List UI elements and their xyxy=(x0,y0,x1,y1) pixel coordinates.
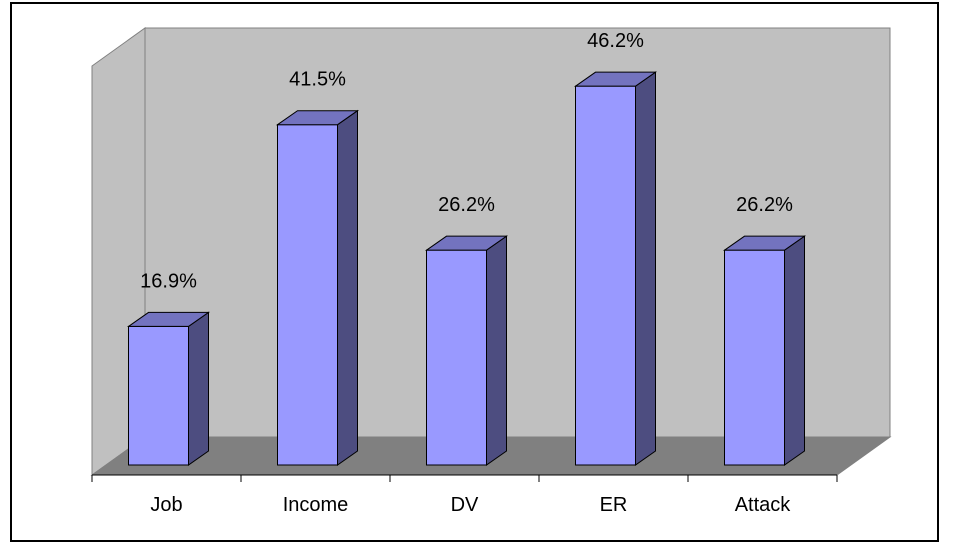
category-label-income: Income xyxy=(283,494,349,516)
bar-top-dv xyxy=(424,235,509,251)
bar-top-er xyxy=(573,71,658,87)
bar-front-job xyxy=(128,325,189,466)
bar-side-dv xyxy=(486,235,507,466)
data-label-dv: 26.2% xyxy=(438,194,495,216)
category-label-er: ER xyxy=(600,494,628,516)
bar-er xyxy=(573,71,658,466)
bar-side-job xyxy=(188,311,209,466)
data-label-attack: 26.2% xyxy=(736,194,793,216)
bar-side-er xyxy=(635,71,656,466)
bar-side-attack xyxy=(784,235,805,466)
bar-side-income xyxy=(337,109,358,466)
category-label-job: Job xyxy=(150,494,182,516)
data-label-income: 41.5% xyxy=(289,69,346,91)
bar-front-income xyxy=(277,124,338,466)
bar-front-attack xyxy=(724,249,785,466)
data-label-er: 46.2% xyxy=(587,30,644,52)
bar-front-dv xyxy=(426,249,487,466)
bar-top-attack xyxy=(722,235,807,251)
bar-job xyxy=(126,311,211,466)
bar-income xyxy=(275,109,360,466)
category-label-dv: DV xyxy=(451,494,479,516)
bar-top-income xyxy=(275,110,360,126)
bar-front-er xyxy=(575,85,636,466)
bar-dv xyxy=(424,235,509,466)
bar-top-job xyxy=(126,311,211,327)
category-label-attack: Attack xyxy=(735,494,792,516)
data-label-job: 16.9% xyxy=(140,270,197,292)
bar-attack xyxy=(722,235,807,466)
